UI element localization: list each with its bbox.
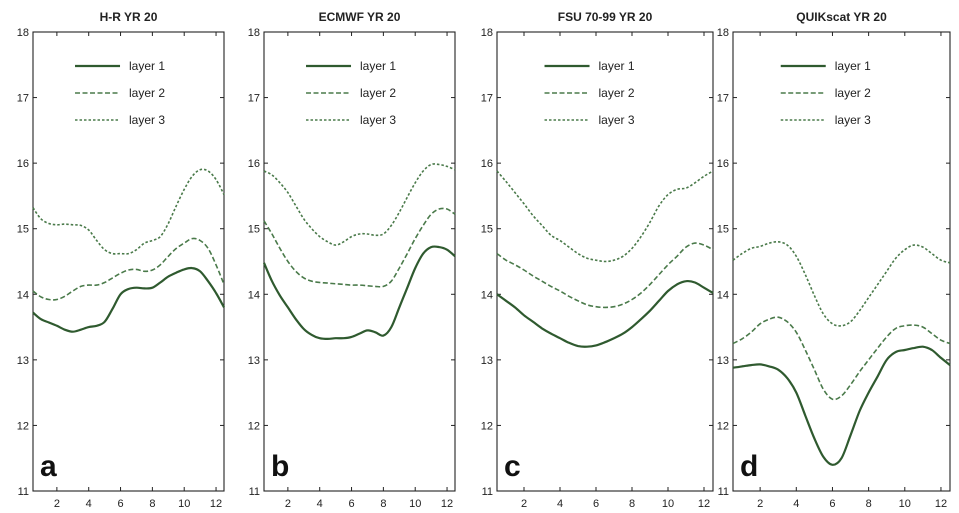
y-tick-label: 15	[481, 224, 493, 236]
x-tick-label: 6	[829, 498, 835, 510]
y-tick-label: 18	[248, 27, 260, 39]
y-tick-label: 11	[18, 486, 29, 498]
panel-letter: c	[504, 450, 521, 483]
panel-letter: d	[740, 450, 758, 483]
y-tick-label: 12	[717, 420, 729, 432]
x-tick-label: 2	[757, 498, 763, 510]
x-tick-label: 4	[317, 498, 323, 510]
x-tick-label: 10	[899, 498, 911, 510]
legend-label-1: layer 1	[129, 59, 165, 73]
y-tick-label: 15	[248, 224, 260, 236]
series-line-2	[32, 237, 225, 301]
legend-label-3: layer 3	[599, 113, 635, 127]
x-tick-label: 8	[149, 498, 155, 510]
x-tick-label: 6	[348, 498, 354, 510]
y-tick-label: 16	[17, 158, 29, 170]
y-tick-label: 13	[717, 355, 729, 367]
x-tick-label: 12	[210, 498, 222, 510]
y-tick-label: 14	[248, 289, 260, 301]
y-tick-label: 14	[717, 289, 729, 301]
plot-frame	[496, 31, 714, 492]
legend-label-3: layer 3	[360, 113, 396, 127]
x-tick-label: 8	[866, 498, 872, 510]
legend-label-3: layer 3	[835, 113, 871, 127]
chart-panel-b: ECMWF YR 20 11 12 13 14 15 16 17 18 2 4 6 8 10 12 layer…	[248, 10, 456, 510]
x-tick-label: 8	[380, 498, 386, 510]
x-tick-label: 4	[793, 498, 799, 510]
panel-title: ECMWF YR 20	[319, 10, 401, 24]
y-tick-label: 18	[481, 27, 493, 39]
panel-letter: a	[40, 450, 57, 483]
y-tick-label: 15	[17, 224, 29, 236]
chart-panel-c: FSU 70-99 YR 20 11 12 13 14 15 16 17 18 2 4 6 8 10 12 l…	[481, 10, 714, 510]
x-tick-label: 2	[54, 498, 60, 510]
series-line-1	[262, 245, 456, 341]
x-tick-label: 12	[698, 498, 710, 510]
x-tick-label: 10	[178, 498, 190, 510]
series-line-3	[732, 240, 951, 327]
series-line-1	[32, 266, 225, 333]
series-line-2	[732, 316, 951, 401]
legend-label-2: layer 2	[599, 86, 635, 100]
plot-frame	[732, 31, 951, 492]
y-tick-label: 11	[718, 486, 729, 498]
series-line-3	[496, 170, 714, 263]
y-tick-label: 11	[482, 486, 493, 498]
y-tick-label: 14	[481, 289, 493, 301]
series-line-2	[496, 242, 714, 309]
series-line-2	[263, 207, 456, 288]
x-tick-label: 10	[409, 498, 421, 510]
y-tick-label: 13	[481, 355, 493, 367]
x-tick-label: 4	[557, 498, 563, 510]
y-tick-label: 11	[249, 486, 260, 498]
series-line-3	[263, 163, 456, 246]
y-tick-label: 15	[717, 224, 729, 236]
panel-letter: b	[271, 450, 289, 483]
legend-label-3: layer 3	[129, 113, 165, 127]
y-tick-label: 12	[481, 420, 493, 432]
y-tick-label: 12	[248, 420, 260, 432]
plot-frame	[263, 31, 456, 492]
x-tick-label: 4	[86, 498, 92, 510]
y-tick-label: 16	[481, 158, 493, 170]
y-tick-label: 16	[717, 158, 729, 170]
x-tick-label: 10	[662, 498, 674, 510]
x-tick-label: 2	[285, 498, 291, 510]
y-tick-label: 18	[17, 27, 29, 39]
x-tick-label: 6	[593, 498, 599, 510]
series-line-1	[732, 345, 951, 466]
y-tick-label: 13	[17, 355, 29, 367]
x-tick-label: 2	[521, 498, 527, 510]
y-tick-label: 12	[17, 420, 29, 432]
y-tick-label: 14	[17, 289, 29, 301]
x-tick-label: 8	[629, 498, 635, 510]
legend-label-2: layer 2	[360, 86, 396, 100]
panel-title: H-R YR 20	[100, 10, 158, 24]
panel-title: QUIKscat YR 20	[796, 10, 887, 24]
panel-title: FSU 70-99 YR 20	[558, 10, 653, 24]
y-tick-label: 17	[717, 93, 729, 105]
chart-panel-d: QUIKscat YR 20 11 12 13 14 15 16 17 18 2 4 6 8 10 12 la…	[717, 10, 951, 510]
y-tick-label: 18	[717, 27, 729, 39]
x-tick-label: 12	[935, 498, 947, 510]
legend-label-1: layer 1	[360, 59, 396, 73]
y-tick-label: 17	[481, 93, 493, 105]
series-line-3	[32, 168, 225, 255]
chart-panel-a: H-R YR 20 11 12 13 14 15 16 17 18 2 4 6 8 10 12 layer 1…	[17, 10, 225, 510]
x-tick-label: 6	[117, 498, 123, 510]
y-tick-label: 13	[248, 355, 260, 367]
y-tick-label: 17	[248, 93, 260, 105]
legend-label-1: layer 1	[835, 59, 871, 73]
legend-label-1: layer 1	[599, 59, 635, 73]
series-line-1	[496, 279, 714, 348]
y-tick-label: 17	[17, 93, 29, 105]
plot-frame	[32, 31, 225, 492]
y-tick-label: 16	[248, 158, 260, 170]
legend-label-2: layer 2	[835, 86, 871, 100]
x-tick-label: 12	[441, 498, 453, 510]
legend-label-2: layer 2	[129, 86, 165, 100]
